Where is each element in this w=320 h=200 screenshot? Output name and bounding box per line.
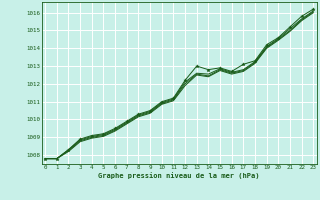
X-axis label: Graphe pression niveau de la mer (hPa): Graphe pression niveau de la mer (hPa) <box>99 172 260 179</box>
